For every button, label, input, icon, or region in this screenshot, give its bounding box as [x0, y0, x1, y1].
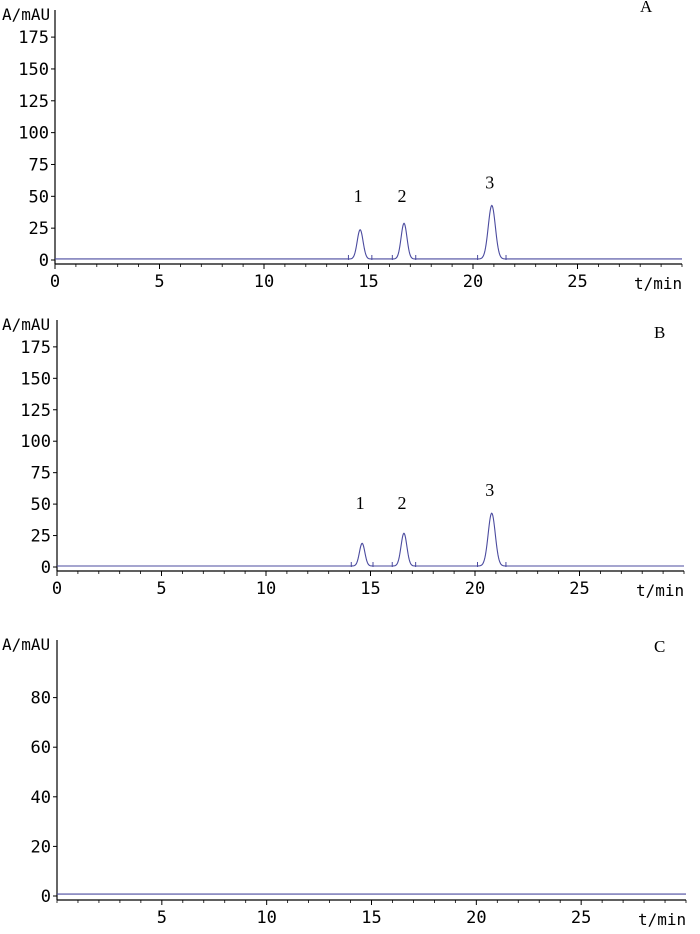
x-tick-label: 5 — [156, 579, 166, 599]
x-tick-label: 0 — [52, 579, 62, 599]
y-tick-label: 125 — [20, 401, 51, 421]
y-tick-label: 25 — [29, 219, 49, 239]
y-tick-label: 75 — [31, 464, 51, 484]
chart-panel-c: 0 20 40 60 80 5 10 15 20 25 A/mAU t/min C — [2, 635, 687, 929]
panel-letter-a: A — [640, 0, 653, 16]
panel-letter-c: C — [654, 637, 665, 656]
peak-label-1: 1 — [354, 186, 363, 206]
x-axis-label: t/min — [634, 274, 682, 293]
peak-label-3: 3 — [485, 480, 494, 500]
x-tick-label: 15 — [358, 272, 378, 292]
x-tick-label: 25 — [569, 579, 589, 599]
x-tick-label: 10 — [256, 579, 276, 599]
chart-panel-a: 0 25 50 75 100 125 150 175 0 5 10 15 20 25 A/mAU t/min A… — [2, 0, 683, 293]
y-tick-label: 100 — [18, 124, 49, 144]
x-tick-label: 25 — [567, 272, 587, 292]
peak-label-2: 2 — [398, 186, 407, 206]
x-tick-label: 20 — [466, 908, 486, 928]
x-tick-label: 5 — [157, 908, 167, 928]
x-axis-label: t/min — [636, 581, 684, 600]
y-axis-label: A/mAU — [2, 5, 50, 24]
y-tick-label: 150 — [18, 60, 49, 80]
signal-trace — [55, 204, 682, 260]
x-tick-label: 0 — [50, 272, 60, 292]
y-tick-label: 175 — [20, 338, 51, 358]
y-tick-label: 75 — [29, 155, 49, 175]
y-tick-label: 50 — [31, 495, 51, 515]
x-tick-label: 20 — [463, 272, 483, 292]
x-tick-label: 10 — [254, 272, 274, 292]
y-tick-label: 50 — [29, 187, 49, 207]
y-tick-label: 40 — [31, 788, 51, 808]
y-tick-label: 0 — [41, 887, 51, 907]
x-tick-label: 5 — [154, 272, 164, 292]
y-tick-label: 0 — [39, 251, 49, 271]
y-axis-label: A/mAU — [2, 315, 50, 334]
y-tick-label: 125 — [18, 92, 49, 112]
peak-label-3: 3 — [485, 173, 494, 193]
panel-letter-b: B — [654, 323, 665, 342]
y-tick-label: 175 — [18, 28, 49, 48]
y-tick-label: 0 — [41, 558, 51, 578]
x-axis-label: t/min — [638, 910, 686, 929]
x-tick-label: 10 — [256, 908, 276, 928]
y-tick-label: 20 — [31, 837, 51, 857]
y-tick-label: 60 — [31, 738, 51, 758]
y-tick-label: 25 — [31, 527, 51, 547]
y-tick-label: 100 — [20, 432, 51, 452]
peak-label-2: 2 — [397, 493, 406, 513]
x-tick-label: 25 — [571, 908, 591, 928]
signal-trace — [57, 512, 684, 567]
x-tick-label: 15 — [360, 579, 380, 599]
peak-label-1: 1 — [356, 493, 365, 513]
x-tick-label: 15 — [361, 908, 381, 928]
chart-panel-b: 0 25 50 75 100 125 150 175 0 5 10 15 20 25 A/mAU t/min B… — [2, 315, 685, 600]
y-axis-label: A/mAU — [2, 635, 50, 654]
y-tick-label: 80 — [31, 689, 51, 709]
y-tick-label: 150 — [20, 369, 51, 389]
x-tick-label: 20 — [465, 579, 485, 599]
